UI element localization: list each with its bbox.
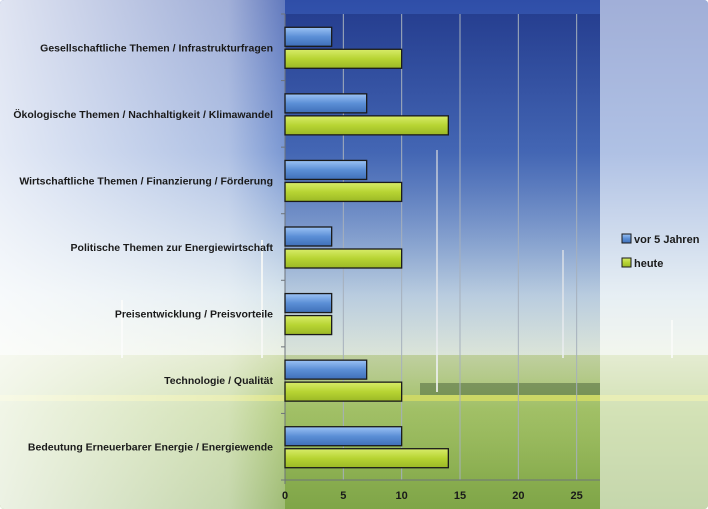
category-label: Politische Themen zur Energiewirtschaft <box>71 242 274 254</box>
bar-vor-5-jahren-0 <box>284 26 333 47</box>
category-label: Technologie / Qualität <box>164 375 273 387</box>
legend-swatch-heute <box>621 257 632 268</box>
bar-heute-4 <box>284 314 333 336</box>
x-tick-labels: 0 5 10 15 20 25 <box>282 490 583 502</box>
legend-label: vor 5 Jahren <box>634 234 700 246</box>
legend-label: heute <box>634 258 663 270</box>
bar-heute-1 <box>284 115 449 136</box>
bar-vor-5-jahren-2 <box>284 159 368 181</box>
x-tick-label: 15 <box>454 490 466 502</box>
bars <box>284 26 449 469</box>
x-tick-label: 20 <box>512 490 524 502</box>
bar-heute-6 <box>284 448 449 469</box>
bar-vor-5-jahren-3 <box>284 226 333 247</box>
x-tick-label: 25 <box>571 490 583 502</box>
category-label: Preisentwicklung / Preisvorteile <box>115 309 273 321</box>
gridlines <box>342 14 578 480</box>
x-tick-label: 5 <box>340 490 346 502</box>
bar-vor-5-jahren-5 <box>284 359 368 380</box>
category-label: Bedeutung Erneuerbarer Energie / Energie… <box>28 442 273 454</box>
category-label: Wirtschaftliche Themen / Finanzierung / … <box>19 175 273 187</box>
bar-vor-5-jahren-4 <box>284 292 333 314</box>
legend: vor 5 Jahren heute <box>621 233 700 270</box>
bar-heute-3 <box>284 248 403 269</box>
bar-heute-5 <box>284 381 403 402</box>
bar-heute-0 <box>284 48 403 69</box>
x-tick-label: 0 <box>282 490 288 502</box>
bar-vor-5-jahren-6 <box>284 426 403 447</box>
plot-area <box>285 14 600 480</box>
category-labels: Gesellschaftliche Themen / Infrastruktur… <box>13 42 273 453</box>
legend-swatch-vor-5-jahren <box>621 233 632 244</box>
category-label: Gesellschaftliche Themen / Infrastruktur… <box>40 42 273 54</box>
bar-heute-2 <box>284 181 403 203</box>
bar-vor-5-jahren-1 <box>284 93 368 114</box>
x-tick-label: 10 <box>396 490 408 502</box>
category-label: Ökologische Themen / Nachhaltigkeit / Kl… <box>13 108 273 121</box>
